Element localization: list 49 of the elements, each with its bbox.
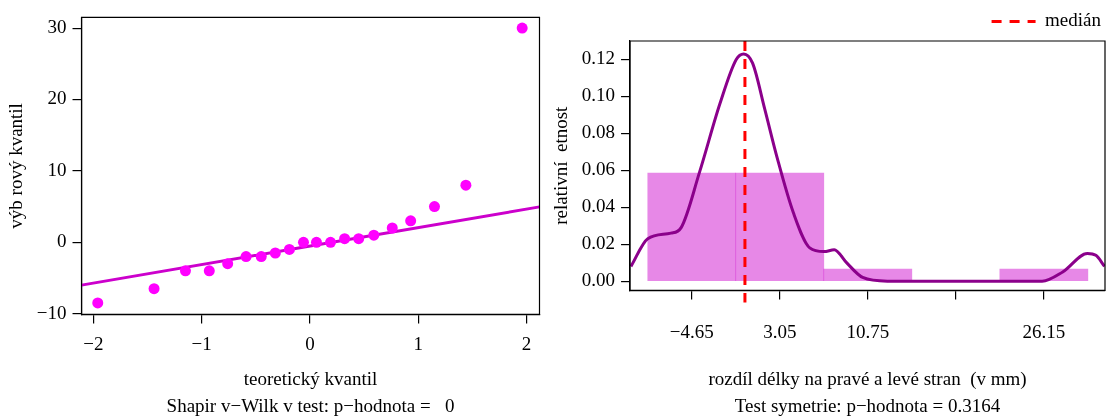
y-tick-label: 0.04: [581, 195, 616, 217]
point: [255, 251, 267, 263]
y-tick-label: 0.00: [581, 269, 616, 291]
point: [353, 233, 365, 245]
point: [297, 236, 309, 248]
point: [240, 251, 252, 263]
y-tick-label: 0.10: [581, 84, 616, 106]
point: [405, 215, 417, 227]
x-tick-label: −1: [191, 332, 212, 354]
point: [222, 258, 234, 270]
point: [460, 179, 472, 191]
y-tick-label: 10: [47, 158, 67, 180]
x-tick-label: 2: [521, 332, 532, 354]
y-axis-title: relativní etnost: [550, 105, 572, 225]
y-tick-label: 30: [47, 16, 67, 38]
x-axis-title: teoretický kvantil: [243, 367, 378, 389]
x-tick-label: −4.65: [669, 320, 714, 342]
x-tick-label: −2: [83, 332, 104, 354]
y-tick-label: 0.12: [581, 47, 616, 69]
y-tick-label: 0.06: [581, 158, 616, 180]
line-series: [630, 52, 1105, 283]
y-tick-label: 20: [47, 87, 67, 109]
x-tick-label: 26.15: [1022, 320, 1066, 342]
x-axis-title: rozdíl délky na pravé a levé stran (v mm): [708, 367, 1027, 390]
x-tick-label: 3.05: [763, 320, 797, 342]
point: [310, 236, 322, 248]
point: [386, 222, 398, 234]
y-axis-title: výb rový kvantil: [5, 103, 27, 229]
point: [92, 297, 104, 309]
point: [179, 265, 191, 277]
point: [325, 236, 337, 248]
point: [269, 247, 281, 259]
legend-label: medián: [1045, 9, 1102, 31]
point: [148, 283, 160, 295]
point: [203, 265, 215, 277]
y-tick-label: 0.02: [581, 232, 616, 254]
y-tick-label: 0.08: [581, 121, 616, 143]
text: Shapir v−Wilk v test: p−hodnota = 0: [166, 395, 455, 417]
point: [428, 201, 440, 213]
point: [368, 229, 380, 241]
y-tick-label: 0: [57, 230, 67, 252]
x-tick-label: 0: [305, 332, 315, 354]
point: [516, 22, 528, 34]
point: [339, 233, 351, 245]
point: [283, 243, 295, 255]
y-tick-label: −10: [36, 301, 67, 323]
x-tick-label: 1: [413, 332, 423, 354]
text: Test symetrie: p−hodnota = 0.3164: [734, 395, 1001, 417]
x-tick-label: 10.75: [846, 320, 890, 342]
